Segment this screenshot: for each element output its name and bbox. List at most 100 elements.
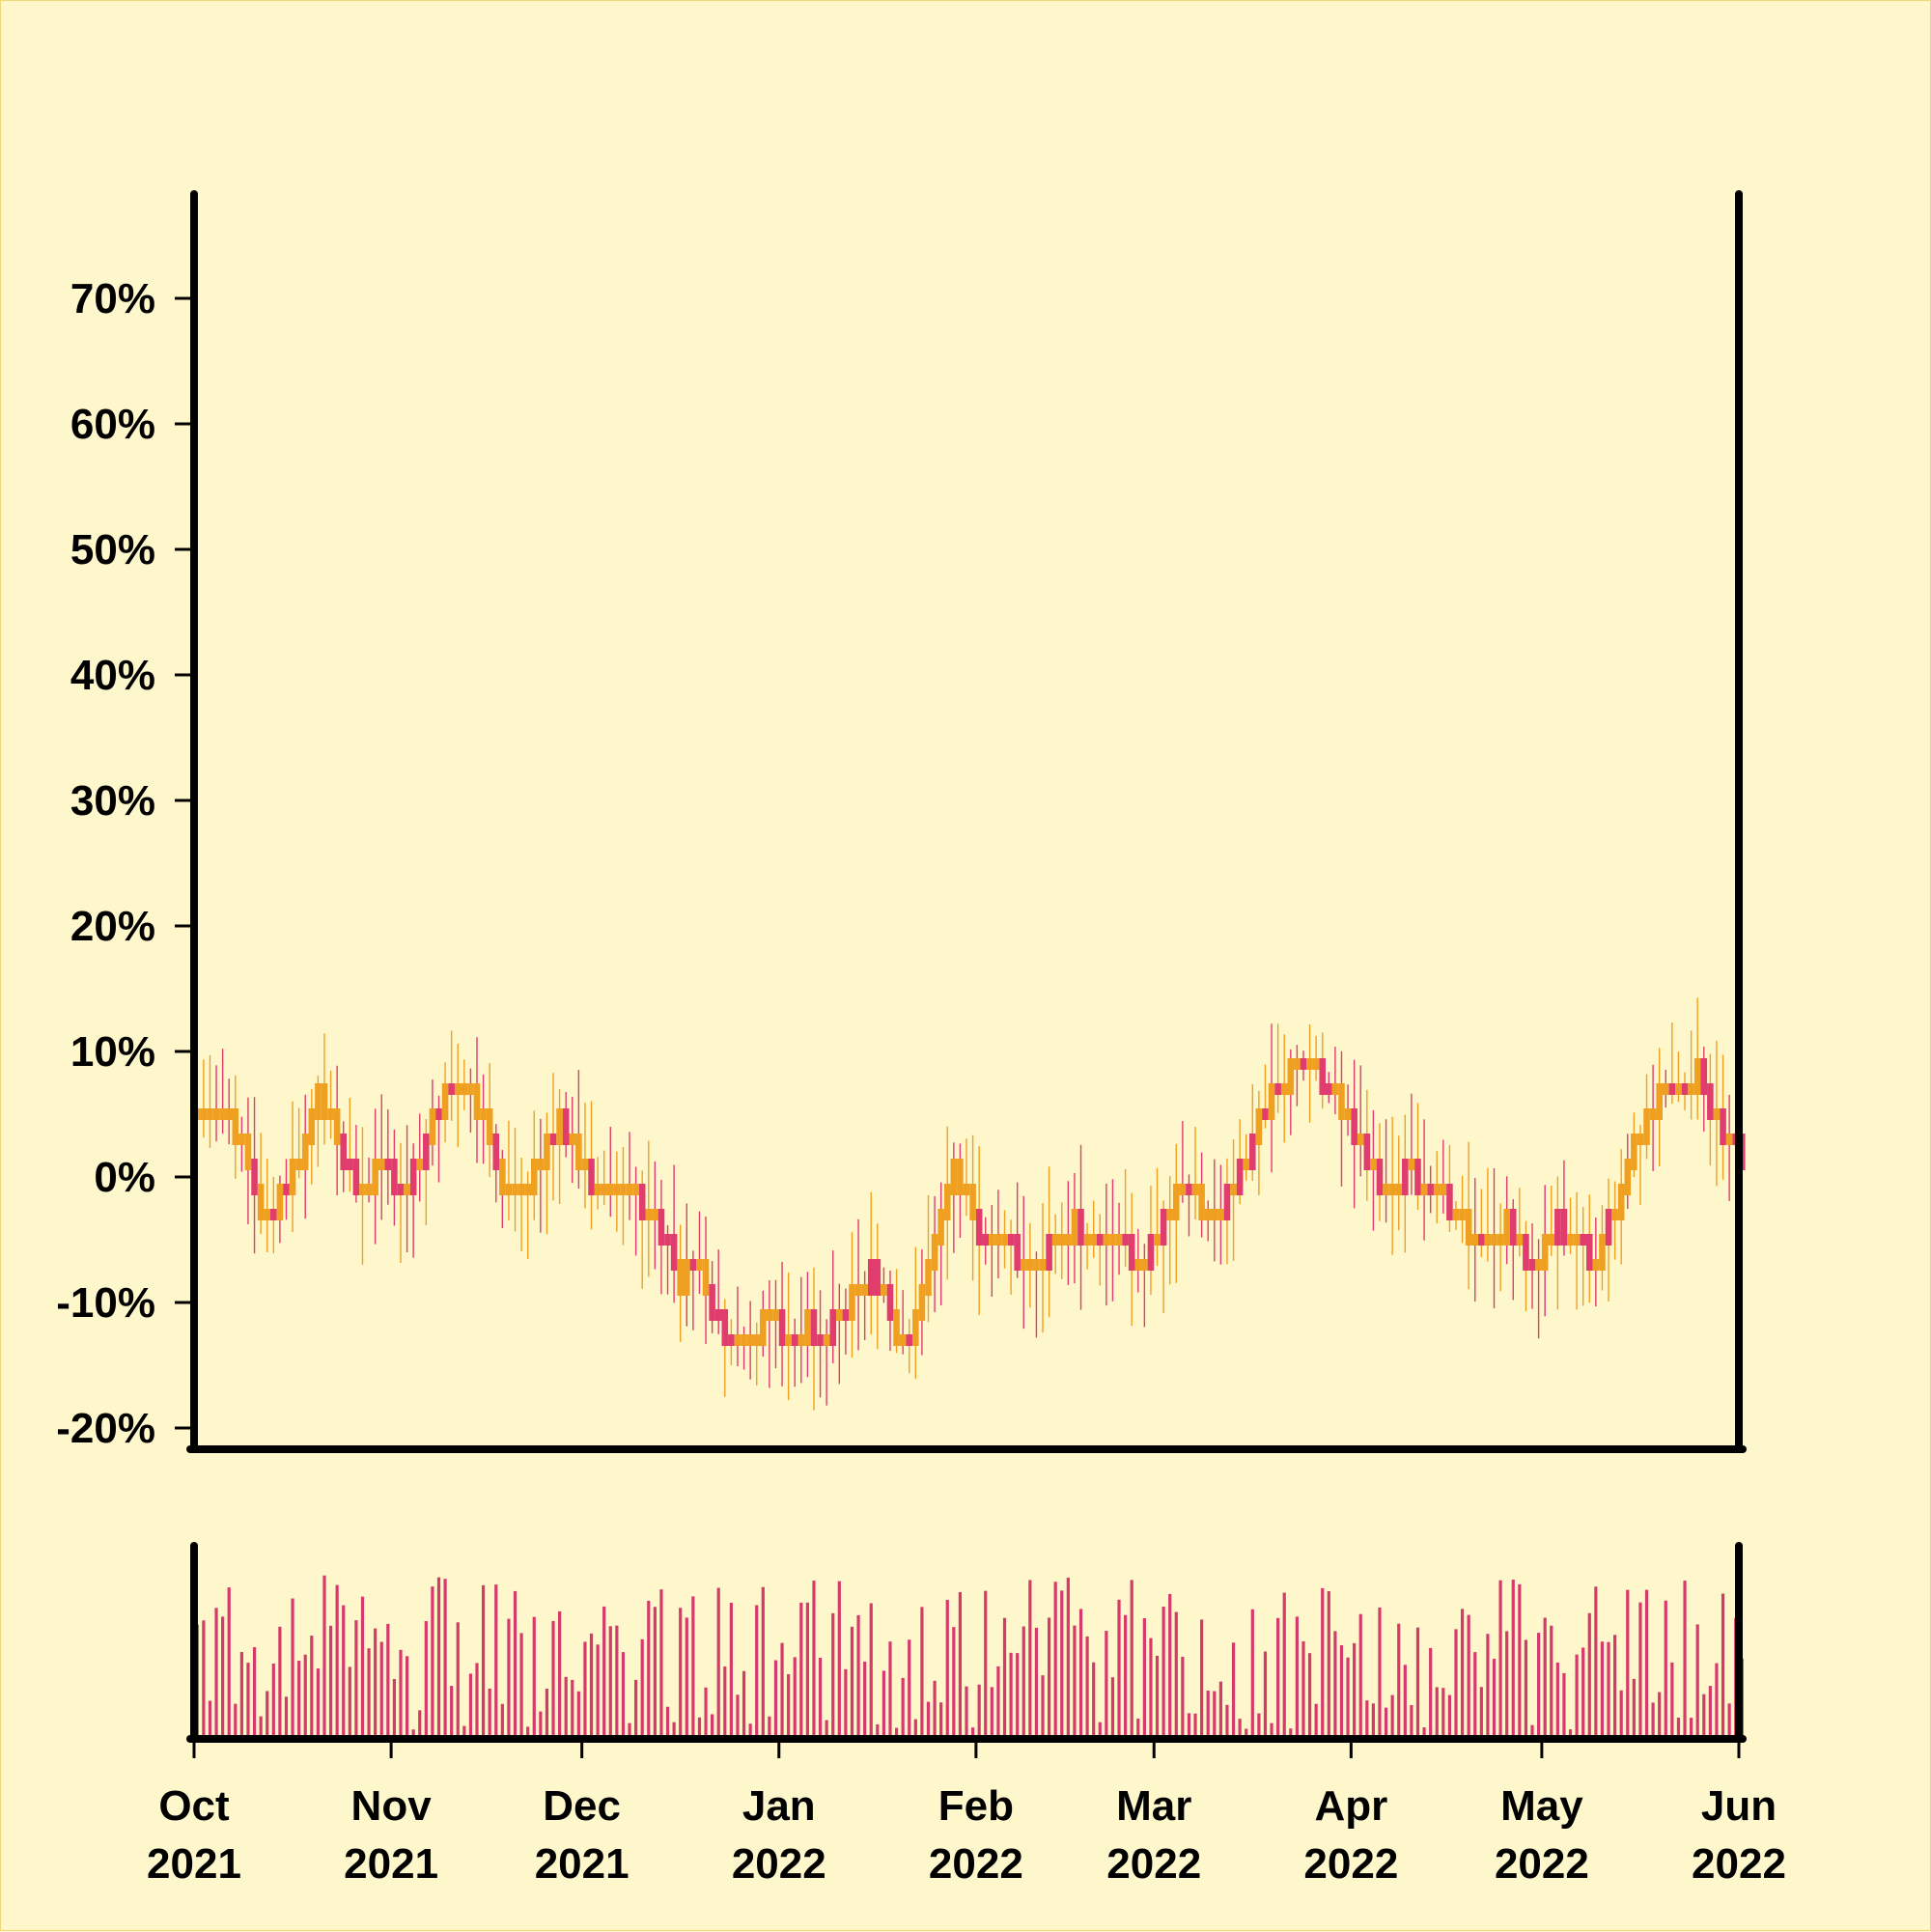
volume-bar	[1492, 1659, 1497, 1739]
volume-bar	[640, 1638, 644, 1739]
candle-body	[1198, 1184, 1205, 1220]
candle-body	[499, 1159, 506, 1195]
candle-body	[1656, 1083, 1663, 1120]
volume-bar	[1536, 1633, 1541, 1739]
volume-bar	[1568, 1729, 1573, 1739]
candle-body	[1668, 1083, 1676, 1095]
volume-bar	[450, 1686, 454, 1739]
candle-body	[486, 1108, 493, 1145]
candle-body	[301, 1134, 309, 1170]
volume-bar	[837, 1581, 841, 1739]
volume-bar	[952, 1627, 956, 1739]
volume-bar	[939, 1702, 943, 1739]
candle-body	[1312, 1058, 1320, 1070]
candle-body	[251, 1159, 258, 1195]
candle-body	[1707, 1083, 1714, 1120]
volume-bar	[589, 1633, 594, 1739]
candle-body	[1509, 1209, 1517, 1246]
volume-bar	[1524, 1639, 1528, 1739]
volume-bar	[761, 1586, 765, 1739]
candle-body	[931, 1234, 938, 1271]
volume-bar	[1530, 1724, 1534, 1739]
volume-bar	[1339, 1644, 1344, 1739]
candle-body	[1471, 1234, 1479, 1246]
volume-bar	[1289, 1728, 1293, 1739]
candle-body	[384, 1159, 392, 1170]
y-tick-labels: -20% -10% 0% 10% 20% 30% 40% 50% 60% 70%	[56, 275, 155, 1452]
candle-body	[524, 1184, 531, 1195]
volume-bar	[1353, 1642, 1357, 1739]
volume-bar	[679, 1608, 683, 1739]
candle-body	[480, 1108, 487, 1120]
candle-body	[1675, 1083, 1682, 1095]
candle-body	[333, 1108, 341, 1145]
candle-body	[1720, 1108, 1726, 1145]
candle-body	[207, 1108, 213, 1120]
candle-body	[1046, 1234, 1052, 1271]
volume-bar	[1155, 1655, 1160, 1739]
candle-body	[1294, 1058, 1301, 1070]
candle-body	[652, 1209, 658, 1220]
candle-body	[709, 1284, 715, 1321]
candle-body	[714, 1309, 722, 1321]
y-tick-label: 30%	[70, 777, 155, 825]
candle-body	[1681, 1083, 1689, 1095]
candle-body	[861, 1284, 868, 1296]
candle-body	[1357, 1134, 1364, 1145]
volume-bar	[1410, 1704, 1413, 1739]
candle-body	[1065, 1234, 1072, 1246]
x-tick-label: Feb 2022	[929, 1782, 1023, 1888]
candle-body	[1548, 1234, 1555, 1246]
candle-body	[1217, 1209, 1224, 1220]
volume-bar	[1447, 1694, 1452, 1739]
candle-body	[1370, 1159, 1377, 1170]
volume-bar	[1384, 1707, 1388, 1739]
price-candles	[194, 997, 1746, 1411]
volume-bar	[532, 1616, 536, 1739]
candle-body	[448, 1083, 455, 1095]
candle-body	[1280, 1083, 1288, 1095]
candle-body	[530, 1159, 538, 1195]
volume-bar	[1110, 1677, 1115, 1739]
volume-bar	[685, 1617, 688, 1739]
candle-body	[1039, 1259, 1047, 1271]
volume-bar	[908, 1639, 911, 1739]
volume-bar	[1193, 1713, 1197, 1739]
volume-bar	[1098, 1722, 1102, 1739]
volume-bar	[462, 1725, 466, 1739]
volume-bar	[234, 1703, 238, 1739]
volume-bar	[799, 1602, 803, 1739]
volume-bar	[1009, 1652, 1013, 1739]
volume-bar	[894, 1727, 899, 1739]
volume-bar	[1245, 1728, 1248, 1739]
volume-bar	[621, 1652, 626, 1739]
volume-bar	[1676, 1717, 1681, 1739]
candle-body	[1631, 1134, 1637, 1170]
candle-body	[257, 1184, 265, 1220]
candle-body	[1326, 1083, 1332, 1095]
volume-bar	[1403, 1665, 1407, 1739]
volume-bar	[214, 1608, 218, 1739]
candle-body	[829, 1309, 837, 1346]
volume-bar	[1550, 1625, 1553, 1739]
candle-body	[1255, 1108, 1263, 1145]
volume-bar	[825, 1720, 828, 1739]
candle-body	[1535, 1259, 1542, 1271]
candle-body	[753, 1334, 761, 1346]
candle-body	[842, 1309, 850, 1321]
volume-bar	[526, 1726, 530, 1739]
candle-body	[1503, 1209, 1510, 1246]
candle-body	[874, 1259, 882, 1296]
volume-bar	[1543, 1617, 1547, 1739]
volume-bar	[1002, 1617, 1007, 1739]
volume-bar	[1607, 1641, 1610, 1739]
candle-body	[1592, 1259, 1600, 1271]
volume-bar	[716, 1587, 720, 1739]
volume-bar	[596, 1644, 600, 1739]
volume-bar	[996, 1666, 1000, 1739]
volume-bar	[1333, 1631, 1337, 1739]
volume-bar	[1078, 1609, 1083, 1739]
candle-body	[352, 1159, 360, 1195]
candle-body	[1599, 1234, 1606, 1271]
candle-body	[912, 1309, 919, 1346]
